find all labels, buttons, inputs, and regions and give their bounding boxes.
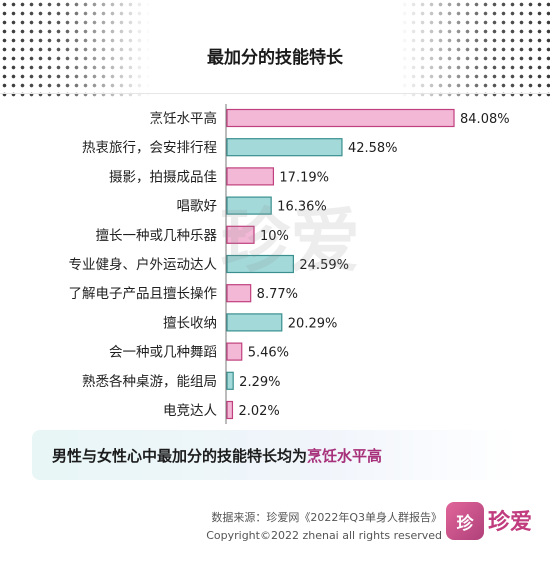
summary-banner: 男性与女性心中最加分的技能特长均为 烹饪水平高 [32, 430, 518, 480]
value-label: 42.58% [348, 141, 398, 156]
category-label: 会一种或几种舞蹈 [109, 345, 217, 361]
chart-title: 最加分的技能特长 [160, 32, 390, 78]
value-label: 2.02% [238, 404, 279, 419]
bar [226, 342, 243, 361]
category-label: 擅长收纳 [163, 314, 217, 331]
category-label: 热衷旅行，会安排行程 [82, 139, 217, 156]
value-label: 20.29% [288, 316, 338, 331]
value-label: 17.19% [279, 170, 329, 185]
brand-logo-badge: 珍 [446, 502, 484, 540]
value-label: 10% [260, 229, 289, 244]
bar [226, 313, 283, 332]
value-label: 84.08% [460, 112, 510, 127]
bar [226, 138, 343, 157]
bar [226, 400, 234, 420]
title-divider [0, 93, 550, 94]
value-label: 8.77% [257, 287, 298, 302]
category-label: 熟悉各种桌游，能组局 [82, 374, 217, 390]
bar-chart: 烹饪水平高 84.08% 热衷旅行，会安排行程 42.58% 摄影，拍摄成品佳 17.19… [69, 104, 510, 424]
category-label: 专业健身、户外运动达人 [69, 256, 218, 273]
category-label: 电竞达人 [163, 402, 217, 419]
bar [226, 196, 272, 215]
bar [226, 284, 252, 303]
brand-logo-text: 珍爱 [488, 510, 533, 535]
copyright-note: Copyright©2022 zhenai all rights reserve… [206, 529, 442, 542]
summary-prefix: 男性与女性心中最加分的技能特长均为 [52, 446, 308, 465]
category-label: 唱歌好 [177, 199, 218, 215]
bar [226, 225, 255, 244]
summary-highlight: 烹饪水平高 [307, 446, 383, 465]
decorative-dots-left [0, 0, 150, 100]
value-label: 2.29% [239, 375, 280, 390]
bar [226, 108, 455, 128]
category-label: 摄影，拍摄成品佳 [109, 169, 217, 185]
category-label: 擅长一种或几种乐器 [96, 227, 218, 244]
value-label: 24.59% [299, 258, 349, 273]
bar [226, 167, 275, 186]
value-label: 5.46% [248, 346, 289, 361]
decorative-dots-right [400, 0, 550, 100]
bar [226, 371, 234, 390]
bar [226, 254, 294, 274]
value-label: 16.36% [277, 200, 327, 215]
source-note: 数据来源：珍爱网《2022年Q3单身人群报告》 [211, 511, 442, 524]
category-label: 了解电子产品且擅长操作 [69, 285, 218, 302]
category-label: 烹饪水平高 [150, 110, 218, 127]
